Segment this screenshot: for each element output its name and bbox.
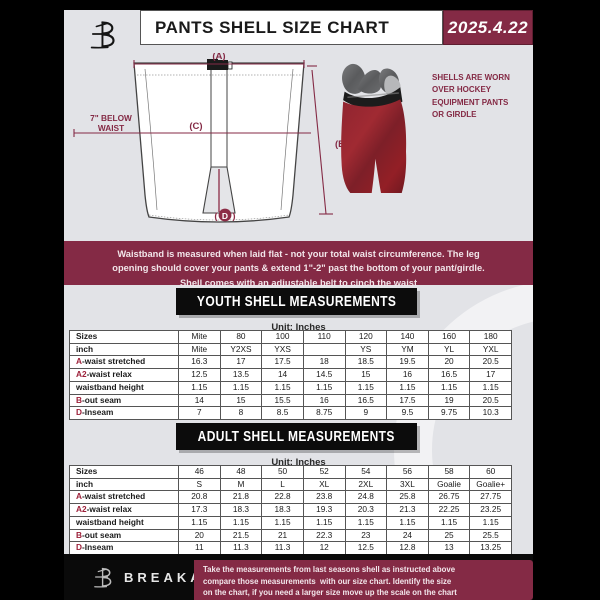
svg-text:(C): (C) (189, 121, 202, 132)
svg-text:7" BELOW: 7" BELOW (90, 113, 132, 123)
svg-text:(A): (A) (212, 53, 225, 62)
svg-text:WAIST: WAIST (98, 123, 124, 133)
svg-text:D: D (222, 211, 228, 221)
svg-text:): ) (232, 211, 235, 222)
